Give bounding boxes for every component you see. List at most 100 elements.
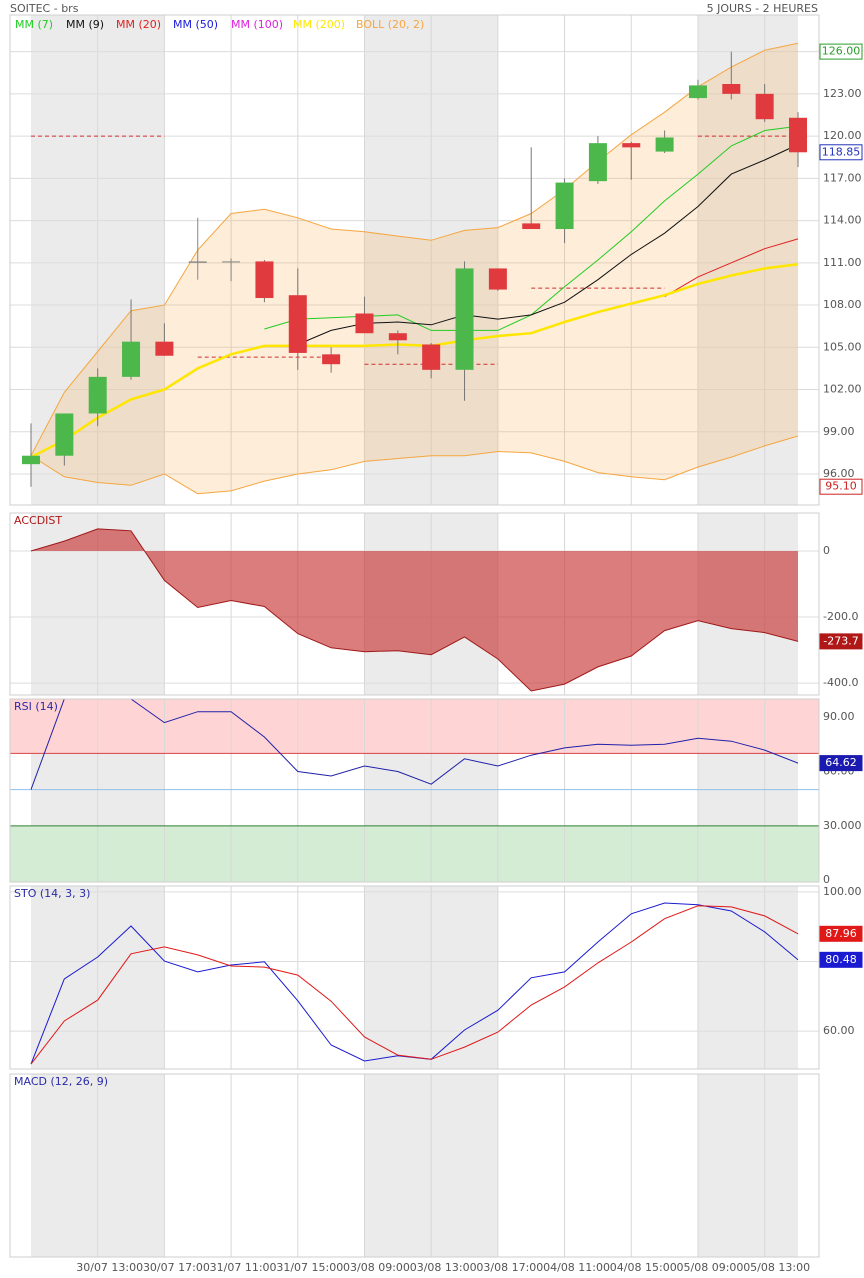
y-tick-label: 0 xyxy=(823,873,830,886)
x-tick-label: 03/08 17:00 xyxy=(476,1261,543,1274)
price-marker xyxy=(819,755,863,772)
price-marker-label: 126.00 xyxy=(822,45,861,58)
price-marker-label: 80.48 xyxy=(825,953,857,966)
panel-title: ACCDIST xyxy=(14,514,62,527)
legend-entry: BOLL (20, 2) xyxy=(356,18,424,31)
candle-body xyxy=(755,93,774,120)
y-tick-label: 100.00 xyxy=(823,885,862,898)
plot-area xyxy=(10,886,819,1069)
y-tick-label: -200.0 xyxy=(823,610,858,623)
plot-area xyxy=(10,513,819,695)
price-marker-label: 95.10 xyxy=(825,480,857,493)
candle-body xyxy=(422,344,441,370)
y-tick-label: 30.000 xyxy=(823,819,862,832)
candle-body xyxy=(155,341,174,356)
day-band xyxy=(697,886,798,1069)
candle-body xyxy=(322,354,341,365)
y-tick-label: 108.00 xyxy=(823,298,862,311)
panel-border xyxy=(9,698,820,883)
legend-entry: MM (200) xyxy=(293,18,345,31)
x-tick-label: 03/08 09:00 xyxy=(343,1261,410,1274)
day-band xyxy=(697,15,798,505)
price-marker-label: 87.96 xyxy=(825,927,857,940)
x-tick-label: 31/07 11:00 xyxy=(210,1261,277,1274)
price-marker xyxy=(819,951,863,968)
price-marker xyxy=(819,144,863,161)
candle-body xyxy=(355,313,374,334)
panel: 96.00 99.00 102.00 105.00 108.00 111.00 114.00… xyxy=(9,14,863,506)
x-tick-label: 04/08 11:00 xyxy=(543,1261,610,1274)
plot-area xyxy=(10,699,819,882)
panel-border xyxy=(9,1073,820,1258)
price-marker xyxy=(819,478,863,495)
candle-body xyxy=(55,413,74,456)
panel-title: MACD (12, 26, 9) xyxy=(14,1075,108,1088)
x-tick-label: 30/07 17:00 xyxy=(143,1261,210,1274)
candle-body xyxy=(722,83,741,94)
x-tick-label: 05/08 13:00 xyxy=(743,1261,810,1274)
candle-body xyxy=(288,295,307,353)
area-fill xyxy=(31,528,798,692)
legend-entry: MM (20) xyxy=(116,18,161,31)
candle-body xyxy=(688,85,707,99)
legend-entry: MM (100) xyxy=(231,18,283,31)
panel-border xyxy=(9,14,820,506)
panel: MACD (12, 26, 9) xyxy=(9,1073,820,1258)
price-marker xyxy=(819,925,863,942)
zone xyxy=(10,699,819,754)
price-marker-label: -273.7 xyxy=(823,634,858,647)
candle-body xyxy=(455,268,474,370)
plot-area xyxy=(97,1074,766,1257)
period-label: 5 JOURS - 2 HEURES xyxy=(707,2,818,15)
candle-body xyxy=(655,137,674,152)
price-marker-label: 64.62 xyxy=(825,756,857,769)
candle-body xyxy=(388,333,407,341)
x-tick-label: 03/08 13:00 xyxy=(410,1261,477,1274)
candle-body xyxy=(588,143,607,182)
price-marker-label: 118.85 xyxy=(822,145,861,158)
legend-entry: MM (7) xyxy=(15,18,53,31)
y-tick-label: 60.00 xyxy=(823,1024,855,1037)
y-tick-label: 114.00 xyxy=(823,214,862,227)
indicator-line xyxy=(30,905,799,1065)
moving-average xyxy=(664,238,799,298)
candle-body xyxy=(555,182,574,230)
candle-body xyxy=(122,341,141,377)
y-tick-label: 96.00 xyxy=(823,467,855,480)
bollinger-upper xyxy=(30,42,799,456)
y-tick-label: 123.00 xyxy=(823,87,862,100)
legend-entry: MM (9) xyxy=(66,18,104,31)
moving-average xyxy=(30,262,799,459)
y-tick-label: 0 xyxy=(823,544,830,557)
y-tick-label: 111.00 xyxy=(823,256,862,269)
candle-body xyxy=(255,261,274,299)
zone xyxy=(10,825,819,882)
price-marker xyxy=(819,43,863,60)
x-tick-label: 04/08 15:00 xyxy=(610,1261,677,1274)
candle-body xyxy=(522,223,541,230)
chart-title: SOITEC - brs xyxy=(10,2,79,15)
candle-body xyxy=(188,261,207,263)
plot-area xyxy=(10,15,819,505)
x-tick-label: 05/08 09:00 xyxy=(677,1261,744,1274)
x-tick-label: 31/07 15:00 xyxy=(276,1261,343,1274)
panel-title: RSI (14) xyxy=(14,700,58,713)
y-tick-label: 120.00 xyxy=(823,129,862,142)
day-band xyxy=(697,1074,798,1257)
panel-border xyxy=(9,885,820,1070)
area-line xyxy=(30,528,799,692)
y-tick-label: 105.00 xyxy=(823,340,862,353)
price-marker xyxy=(819,633,863,650)
y-tick-label: 117.00 xyxy=(823,171,862,184)
candle-body xyxy=(222,261,241,263)
panel: 0 -200.0 -400.0 ACCDIST -273.7 xyxy=(9,512,863,696)
panel-border xyxy=(9,512,820,696)
candle-body xyxy=(88,376,107,414)
moving-average xyxy=(297,144,799,345)
bollinger-lower xyxy=(30,435,799,495)
candle-body xyxy=(622,143,641,148)
y-tick-label: -400.0 xyxy=(823,676,858,689)
y-tick-label: 102.00 xyxy=(823,383,862,396)
